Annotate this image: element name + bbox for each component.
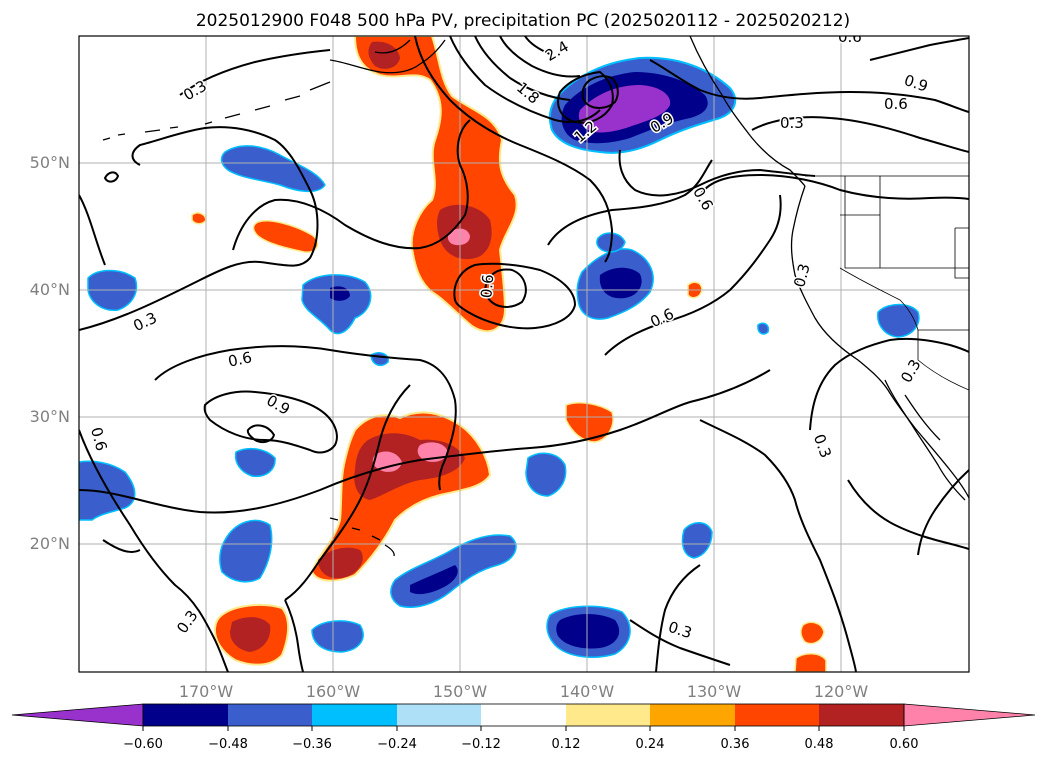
aleutian-chain bbox=[102, 81, 331, 141]
lon-label-150w: 150°W bbox=[433, 682, 488, 701]
colorbar-tick-label: 0.60 bbox=[890, 737, 919, 752]
negative-anomaly-tiny bbox=[370, 322, 770, 367]
colorbar-tick-label: 0.24 bbox=[636, 737, 665, 752]
lon-label-130w: 130°W bbox=[687, 682, 742, 701]
lon-label-160w: 160°W bbox=[306, 682, 361, 701]
positive-anomaly-dateline-small bbox=[252, 220, 319, 253]
lat-label-40n: 40°N bbox=[30, 280, 70, 299]
negative-anomaly-east-mid-dark bbox=[599, 267, 642, 299]
colorbar-tick-label: 0.36 bbox=[721, 737, 750, 752]
negative-anomaly-gulf-alaska-purple bbox=[578, 85, 671, 133]
negative-anomaly-west-5 bbox=[219, 519, 273, 583]
gridlines bbox=[79, 36, 969, 672]
negative-anomaly-west-4 bbox=[234, 447, 276, 478]
colorbar-bin-5 bbox=[481, 704, 566, 726]
positive-anomaly-core-pink bbox=[447, 228, 470, 246]
contour-label: 0.3 bbox=[780, 114, 804, 132]
positive-anomaly-alaska-top bbox=[368, 41, 400, 69]
colorbar-ticks bbox=[142, 726, 905, 731]
map-frame bbox=[78, 35, 970, 673]
lat-axis-labels: 20°N 30°N 40°N 50°N bbox=[30, 153, 70, 553]
colorbar-bin-3 bbox=[312, 704, 397, 726]
lat-label-20n: 20°N bbox=[30, 534, 70, 553]
colorbar: −0.60 −0.48 −0.36 −0.24 −0.12 0.12 0.24 … bbox=[11, 703, 1036, 752]
positive-anomaly-east-small bbox=[794, 621, 827, 672]
hawaii-islands bbox=[329, 517, 395, 557]
lat-label-50n: 50°N bbox=[30, 153, 70, 172]
colorbar-tick-label: 0.12 bbox=[552, 737, 581, 752]
colorbar-bin-8 bbox=[735, 704, 819, 726]
colorbar-tick-label: −0.36 bbox=[292, 737, 332, 752]
negative-anomaly-south-east-dark bbox=[556, 614, 620, 649]
colorbar-bin-1 bbox=[143, 704, 228, 726]
colorbar-tick-label: −0.24 bbox=[377, 737, 417, 752]
positive-anomaly-subtropical-center bbox=[318, 547, 363, 579]
contour-label: 0.6 bbox=[477, 274, 497, 299]
us-west-coast bbox=[790, 185, 969, 499]
baja-coast bbox=[884, 379, 966, 501]
political-borders bbox=[805, 175, 969, 391]
colorbar-frame bbox=[142, 703, 905, 727]
negative-anomaly-south-mid bbox=[525, 452, 567, 497]
lon-label-140w: 140°W bbox=[560, 682, 615, 701]
positive-precip-anomalies bbox=[191, 36, 827, 672]
contour-label: 0.6 bbox=[884, 95, 908, 113]
negative-precip-anomalies bbox=[79, 56, 920, 658]
colorbar-tick-label: −0.12 bbox=[461, 737, 501, 752]
colorbar-bin-2 bbox=[228, 704, 312, 726]
colorbar-tick-label: −0.60 bbox=[123, 737, 163, 752]
pv-contours bbox=[79, 36, 969, 672]
positive-anomaly-subtropical-pink bbox=[372, 442, 448, 472]
colorbar-bin-9 bbox=[819, 704, 904, 726]
negative-anomaly-west-1 bbox=[220, 145, 326, 193]
colorbar-tick-label: 0.48 bbox=[805, 737, 834, 752]
colorbar-tick-label: −0.48 bbox=[208, 737, 248, 752]
lon-label-120w: 120°W bbox=[814, 682, 869, 701]
colorbar-extend-low bbox=[11, 703, 144, 727]
colorbar-bin-6 bbox=[566, 704, 650, 726]
negative-anomaly-california bbox=[877, 303, 920, 338]
colorbar-extend-high bbox=[903, 703, 1036, 727]
figure-title: 2025012900 F048 500 hPa PV, precipitatio… bbox=[196, 11, 850, 31]
colorbar-bin-7 bbox=[650, 704, 735, 726]
map-area: 0.3 0.3 0.3 0.3 0.3 0.3 0.3 0.6 0.6 0.6 … bbox=[79, 28, 969, 672]
lat-label-30n: 30°N bbox=[30, 407, 70, 426]
colorbar-bin-4 bbox=[397, 704, 481, 726]
lon-label-170w: 170°W bbox=[179, 682, 234, 701]
colorbar-tick-labels: −0.60 −0.48 −0.36 −0.24 −0.12 0.12 0.24 … bbox=[123, 737, 918, 752]
positive-anomaly-south-core bbox=[230, 617, 271, 652]
alaska-coast bbox=[329, 39, 446, 74]
negative-anomaly-east-small bbox=[681, 522, 713, 559]
lon-axis-labels: 170°W 160°W 150°W 140°W 130°W 120°W bbox=[179, 682, 869, 701]
contour-label: 0.6 bbox=[838, 28, 862, 46]
negative-anomaly-south-west bbox=[311, 620, 364, 653]
negative-anomaly-south-band-dark bbox=[410, 565, 458, 595]
